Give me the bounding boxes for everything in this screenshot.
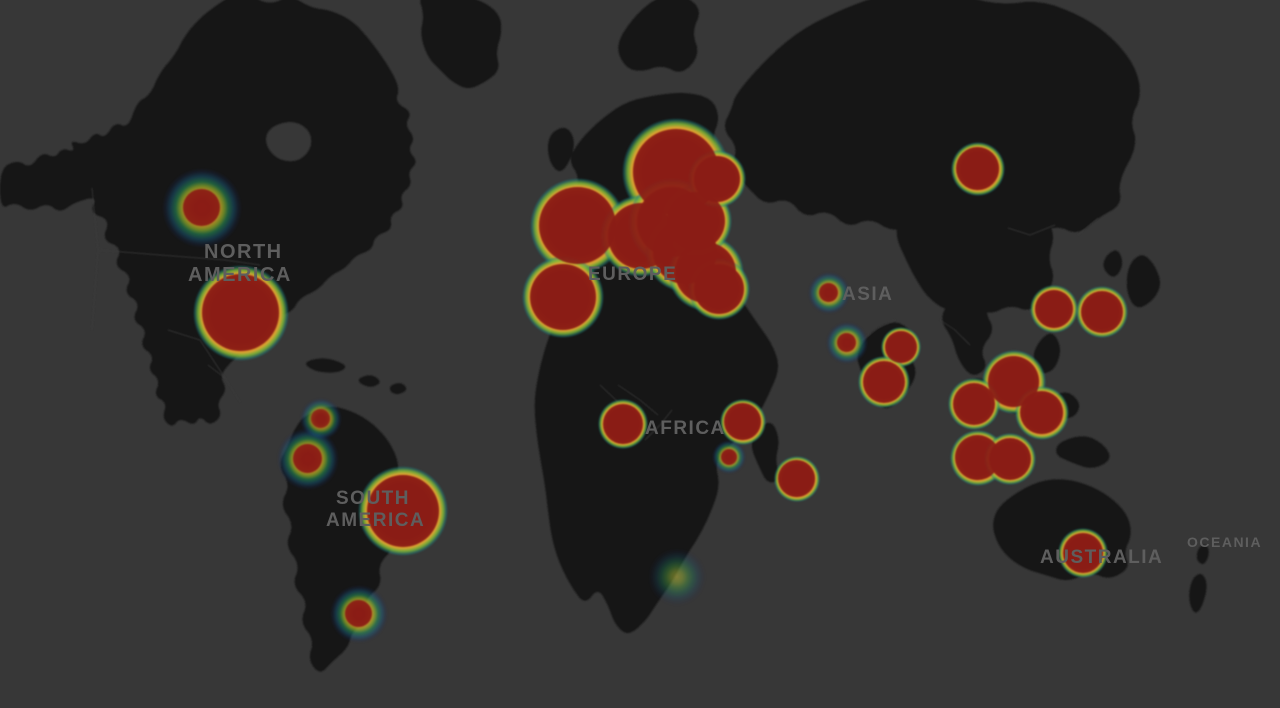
svg-text:OCEANIA: OCEANIA — [1187, 534, 1262, 550]
svg-text:SOUTH: SOUTH — [336, 488, 410, 509]
svg-text:AUSTRALIA: AUSTRALIA — [1040, 547, 1163, 568]
svg-text:AMERICA: AMERICA — [188, 264, 292, 286]
svg-text:AMERICA: AMERICA — [326, 510, 425, 531]
svg-text:AFRICA: AFRICA — [645, 418, 726, 439]
svg-text:ASIA: ASIA — [842, 284, 893, 305]
svg-text:EUROPE: EUROPE — [588, 264, 677, 285]
svg-text:NORTH: NORTH — [204, 241, 283, 263]
